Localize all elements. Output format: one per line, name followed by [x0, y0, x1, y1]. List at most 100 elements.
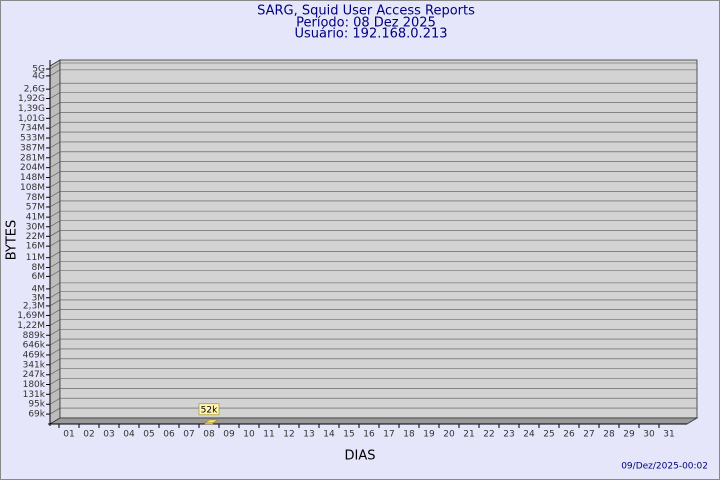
x-tick-label: 24 — [523, 430, 535, 440]
x-tick-label: 14 — [323, 430, 335, 440]
y-tick-label: 148M — [20, 173, 45, 183]
x-tick-label: 21 — [463, 430, 474, 440]
grid-line — [49, 151, 61, 159]
y-tick-label: 6M — [32, 272, 46, 282]
grid-line — [49, 121, 61, 129]
back-wall — [59, 59, 698, 419]
x-tick-label: 18 — [403, 430, 415, 440]
x-axis-label: DIAS — [345, 449, 376, 464]
y-tick-label: 4M — [32, 284, 46, 294]
y-tick-label: 69k — [28, 410, 45, 420]
grid-line — [49, 180, 61, 188]
grid-line — [49, 378, 61, 385]
bar — [204, 422, 214, 425]
grid-line — [49, 282, 61, 290]
y-tick-label: 533M — [20, 134, 45, 144]
y-tick-label: 341k — [23, 360, 46, 370]
x-tick-label: 05 — [143, 430, 154, 440]
grid-line — [49, 102, 61, 109]
y-tick-label: 57M — [26, 202, 45, 212]
x-tick-label: 27 — [583, 430, 594, 440]
grid-line — [49, 239, 61, 247]
y-tick-label: 1,22M — [17, 321, 45, 331]
grid-line — [49, 338, 61, 346]
grid-line — [49, 251, 61, 258]
x-tick-label: 02 — [83, 430, 94, 440]
y-axis-label: BYTES — [5, 220, 20, 261]
y-tick-label: 131k — [23, 390, 46, 400]
grid-line — [49, 131, 61, 139]
grid-line — [49, 368, 61, 376]
grid-line — [49, 191, 61, 198]
x-tick-label: 09 — [223, 430, 235, 440]
y-tick-label: 30M — [26, 222, 45, 232]
y-tick-label: 180k — [23, 380, 46, 390]
y-tick-label: 16M — [26, 242, 45, 252]
y-tick-label: 78M — [26, 193, 45, 203]
x-tick-label: 04 — [123, 430, 135, 440]
y-tick-label: 2,3M — [23, 301, 45, 311]
grid-line — [49, 407, 61, 415]
x-tick-label: 10 — [243, 430, 255, 440]
grid-line — [49, 141, 61, 149]
x-tick-label: 07 — [183, 430, 194, 440]
grid-line — [49, 309, 61, 316]
grid-line — [49, 270, 61, 277]
y-tick-label: 8M — [32, 263, 46, 273]
y-tick-label: 2,6G — [24, 85, 45, 95]
y-tick-label: 95k — [28, 400, 45, 410]
grid-line — [49, 328, 61, 336]
x-tick-label: 11 — [263, 430, 274, 440]
grid-line — [49, 299, 61, 307]
x-tick-label: 06 — [163, 430, 175, 440]
grid-line — [49, 319, 61, 326]
x-tick-label: 29 — [623, 430, 635, 440]
y-tick-label: 1,01G — [18, 114, 45, 124]
y-tick-label: 22M — [26, 232, 45, 242]
x-tick-label: 19 — [423, 430, 435, 440]
footer: 09/Dez/2025-00:02 — [621, 462, 708, 472]
x-tick-label: 08 — [203, 430, 215, 440]
y-tick-label: 108M — [20, 183, 45, 193]
grid-line — [49, 69, 61, 77]
y-tick-label: 247k — [23, 370, 46, 380]
x-tick-label: 23 — [503, 430, 514, 440]
grid-line — [49, 171, 61, 178]
grid-line — [49, 358, 61, 366]
y-tick-label: 387M — [20, 143, 45, 153]
grid-line — [49, 82, 61, 90]
grid-line — [49, 230, 61, 237]
x-tick-label: 20 — [443, 430, 455, 440]
y-tick-label: 1,39G — [18, 104, 45, 114]
x-tick-label: 13 — [303, 430, 314, 440]
grid-line — [49, 291, 61, 299]
x-tick-label: 15 — [343, 430, 354, 440]
grid-line — [49, 92, 61, 99]
value-label: 52k — [201, 405, 218, 415]
x-tick-label: 30 — [643, 430, 655, 440]
floor — [48, 417, 699, 425]
grid-line — [49, 397, 61, 405]
x-tick-label: 31 — [663, 430, 674, 440]
grid-line — [49, 210, 61, 218]
x-tick-label: 22 — [483, 430, 494, 440]
y-tick-label: 281M — [20, 153, 45, 163]
x-tick-label: 03 — [103, 430, 114, 440]
x-tick-label: 17 — [383, 430, 394, 440]
y-tick-label: 3M — [32, 293, 46, 303]
y-tick-label: 1,69M — [17, 311, 45, 321]
chart-title: SARG, Squid User Access Reports — [257, 4, 475, 19]
x-tick-label: 01 — [63, 430, 74, 440]
x-tick-label: 25 — [543, 430, 554, 440]
grid-line — [49, 62, 61, 70]
x-tick-label: 16 — [363, 430, 375, 440]
y-tick-label: 734M — [20, 124, 45, 134]
y-tick-label: 889k — [23, 331, 46, 341]
grid-line — [49, 261, 61, 268]
x-tick-label: 28 — [603, 430, 615, 440]
subtitle: Usuário: 192.168.0.213 — [294, 27, 447, 42]
subtitle: Período: 08 Dez 2025 — [296, 16, 436, 31]
y-tick-label: 4G — [32, 71, 45, 81]
y-tick-label: 204M — [20, 163, 45, 173]
